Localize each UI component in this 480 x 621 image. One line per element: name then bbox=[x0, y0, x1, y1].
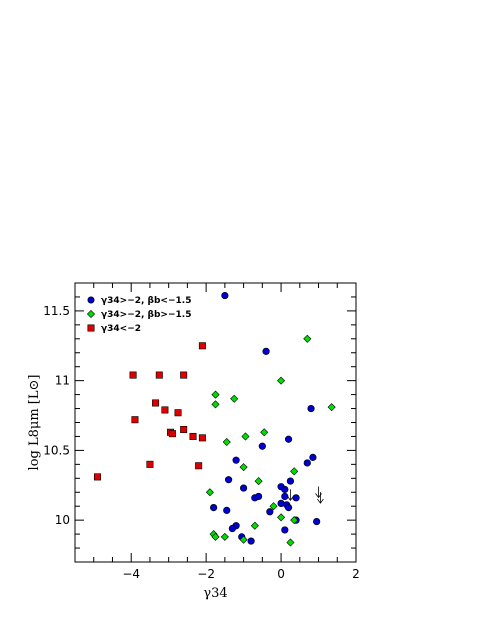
data-point-circle bbox=[281, 526, 289, 534]
data-point-diamond bbox=[211, 390, 220, 399]
data-point-square bbox=[155, 371, 163, 379]
upper-limit-arrowhead-icon bbox=[287, 496, 294, 501]
data-point-diamond bbox=[239, 463, 248, 472]
data-point-circle bbox=[247, 537, 255, 545]
data-point-circle bbox=[254, 492, 263, 501]
x-tick-label: −2 bbox=[197, 567, 215, 581]
data-point-circle bbox=[281, 492, 289, 501]
data-point-circle bbox=[266, 508, 274, 516]
data-point-square bbox=[161, 406, 169, 414]
data-point-square bbox=[168, 430, 176, 438]
data-point-square bbox=[198, 342, 206, 350]
data-point-diamond bbox=[277, 513, 286, 522]
data-point-circle bbox=[303, 459, 311, 467]
upper-limit-arrowhead-icon bbox=[317, 498, 324, 504]
legend-item-blue: γ34>−2, βb<−1.5 bbox=[87, 296, 191, 306]
data-point-diamond bbox=[277, 376, 286, 385]
data-marks bbox=[93, 291, 336, 547]
data-point-square bbox=[152, 399, 160, 407]
x-axis-label: γ34 bbox=[203, 586, 227, 601]
data-point-circle bbox=[309, 453, 317, 461]
data-point-circle bbox=[228, 524, 236, 533]
x-tick-label: 2 bbox=[352, 567, 360, 581]
x-tick-label: −4 bbox=[122, 567, 140, 581]
data-point-circle bbox=[258, 442, 266, 450]
legend-label: γ34<−2 bbox=[101, 324, 141, 334]
data-point-diamond bbox=[205, 488, 214, 497]
legend-label: γ34>−2, βb>−1.5 bbox=[101, 310, 191, 320]
data-point-circle bbox=[240, 484, 248, 492]
data-point-square bbox=[195, 462, 203, 470]
data-point-square bbox=[180, 425, 188, 433]
data-point-diamond bbox=[286, 538, 295, 547]
data-point-circle bbox=[281, 485, 289, 494]
data-point-diamond bbox=[230, 394, 239, 403]
legend: γ34>−2, βb<−1.5 γ34>−2, βb>−1.5 γ34<−2 bbox=[86, 296, 191, 334]
y-tick-label: 11 bbox=[55, 374, 70, 388]
y-tick-label: 10.5 bbox=[43, 443, 70, 457]
data-point-square bbox=[131, 416, 139, 424]
data-point-square bbox=[189, 432, 197, 440]
data-point-square bbox=[174, 409, 182, 417]
legend-item-red: γ34<−2 bbox=[87, 324, 141, 334]
data-point-diamond bbox=[222, 438, 231, 447]
data-point-circle bbox=[223, 506, 231, 514]
data-point-circle bbox=[284, 503, 293, 512]
data-point-circle bbox=[307, 404, 315, 413]
upper-limit-arrows bbox=[287, 486, 324, 504]
data-point-circle bbox=[225, 476, 233, 484]
data-point-square bbox=[180, 371, 188, 379]
x-axis: −4 −2 0 2 bbox=[93, 283, 360, 581]
x-tick-label: 0 bbox=[277, 567, 285, 581]
data-point-diamond bbox=[269, 502, 278, 511]
data-point-circle bbox=[292, 494, 300, 502]
data-point-circle bbox=[210, 503, 218, 512]
data-point-diamond bbox=[239, 535, 248, 544]
legend-item-green: γ34>−2, βb>−1.5 bbox=[86, 309, 191, 320]
data-point-circle bbox=[221, 291, 229, 300]
data-point-diamond bbox=[327, 403, 336, 412]
legend-marker-circle-icon bbox=[87, 296, 95, 304]
data-point-diamond bbox=[211, 400, 220, 409]
y-tick-label: 11.5 bbox=[43, 304, 70, 318]
data-point-diamond bbox=[211, 532, 220, 541]
legend-marker-diamond-icon bbox=[86, 309, 96, 319]
data-point-diamond bbox=[241, 432, 250, 441]
data-point-diamond bbox=[290, 516, 299, 525]
data-point-circle bbox=[232, 456, 240, 464]
data-point-diamond bbox=[250, 521, 259, 530]
data-point-circle bbox=[313, 517, 321, 526]
data-point-diamond bbox=[220, 532, 229, 541]
data-point-circle bbox=[284, 435, 293, 443]
data-point-diamond bbox=[260, 428, 269, 437]
data-point-square bbox=[198, 434, 206, 442]
y-axis: 10 10.5 11 11.5 bbox=[43, 282, 356, 563]
y-tick-label: 10 bbox=[55, 513, 70, 527]
data-point-diamond bbox=[290, 467, 299, 476]
data-point-circle bbox=[286, 477, 295, 485]
data-point-square bbox=[93, 473, 101, 481]
data-point-diamond bbox=[254, 477, 263, 486]
legend-marker-square-icon bbox=[87, 324, 95, 332]
data-point-square bbox=[129, 371, 137, 379]
data-point-circle bbox=[262, 347, 270, 355]
legend-label: γ34>−2, βb<−1.5 bbox=[101, 296, 191, 306]
data-point-square bbox=[146, 460, 154, 468]
y-axis-label: log L8μm [L⊙] bbox=[27, 375, 42, 471]
data-point-diamond bbox=[303, 334, 312, 343]
